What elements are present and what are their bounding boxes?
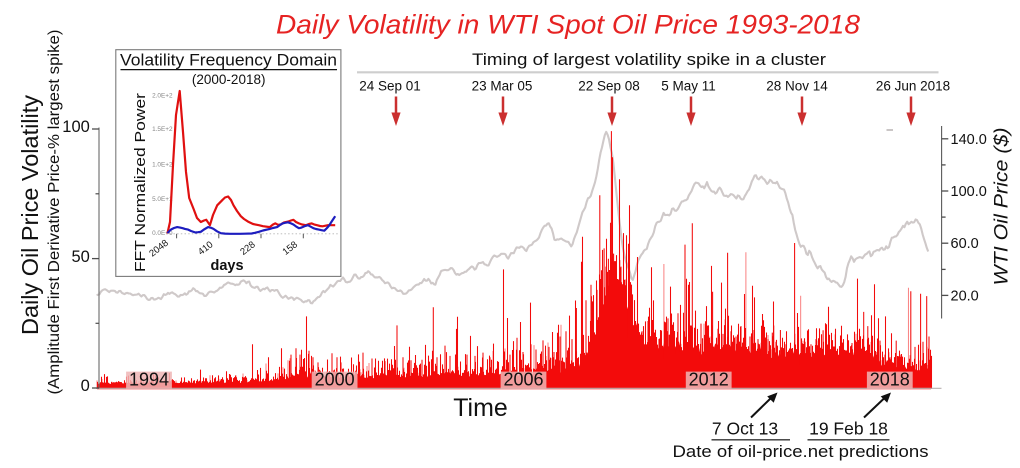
svg-text:19 Feb 18: 19 Feb 18 (809, 419, 888, 439)
svg-text:23 Mar 05: 23 Mar 05 (472, 79, 533, 94)
svg-text:2012: 2012 (689, 370, 729, 390)
svg-text:2018: 2018 (870, 370, 910, 390)
svg-text:5 May 11: 5 May 11 (661, 79, 716, 94)
svg-text:60.0: 60.0 (951, 236, 979, 252)
svg-text:Date of oil-price.net predicti: Date of oil-price.net predictions (673, 442, 929, 461)
svg-text:(Amplitude First Derivative: (Amplitude First Derivative Price-% larg… (46, 30, 63, 395)
svg-text:28 Nov 14: 28 Nov 14 (766, 79, 828, 94)
svg-text:Time: Time (453, 394, 508, 422)
svg-text:2000: 2000 (315, 370, 355, 390)
svg-text:2.0E+2: 2.0E+2 (152, 92, 173, 99)
svg-text:5.0E+1: 5.0E+1 (152, 196, 173, 203)
svg-text:2006: 2006 (503, 370, 543, 390)
svg-text:Volatility Frequency Domain: Volatility Frequency Domain (120, 51, 337, 70)
svg-text:100: 100 (62, 118, 90, 136)
svg-text:1.5E+2: 1.5E+2 (152, 126, 173, 133)
svg-text:Timing of largest volatility s: Timing of largest volatility spike in a … (472, 50, 826, 69)
svg-text:26 Jun 2018: 26 Jun 2018 (876, 79, 950, 94)
svg-text:FFT Normalized Power: FFT Normalized Power (132, 93, 149, 272)
svg-text:WTI Oil Price ($): WTI Oil Price ($) (991, 128, 1013, 286)
svg-text:140.0: 140.0 (951, 132, 987, 148)
svg-text:20.0: 20.0 (951, 288, 979, 304)
svg-text:1.0E+2: 1.0E+2 (152, 162, 173, 169)
svg-text:Daily Oil Price Volatility: Daily Oil Price Volatility (17, 95, 43, 335)
svg-text:24 Sep 01: 24 Sep 01 (359, 79, 421, 94)
svg-text:50: 50 (71, 248, 89, 266)
svg-text:(2000-2018): (2000-2018) (192, 72, 266, 87)
svg-text:100.0: 100.0 (951, 184, 987, 200)
svg-text:days: days (210, 258, 243, 274)
svg-text:0.0E+0: 0.0E+0 (152, 230, 173, 237)
svg-text:7 Oct 13: 7 Oct 13 (712, 419, 778, 439)
svg-text:0: 0 (81, 377, 90, 395)
svg-text:22 Sep 08: 22 Sep 08 (578, 79, 640, 94)
svg-text:1994: 1994 (129, 370, 169, 390)
svg-text:Daily Volatility in WTI Spot: Daily Volatility in WTI Spot Oil Price 1… (276, 10, 860, 40)
